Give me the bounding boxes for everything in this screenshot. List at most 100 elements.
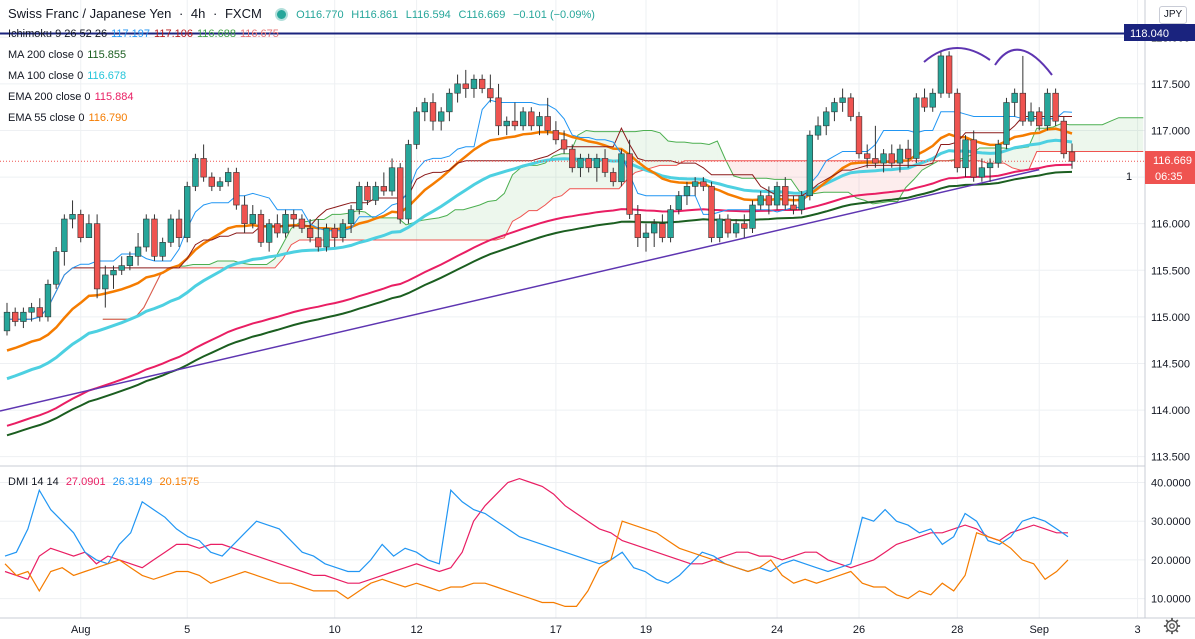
ichimoku-cloud-segment bbox=[684, 142, 693, 161]
ichimoku-cloud-segment bbox=[1118, 117, 1127, 152]
indicator-label: EMA 55 close 0 bbox=[8, 112, 85, 124]
annotation-arc-1[interactable] bbox=[923, 47, 991, 63]
candle-body bbox=[569, 148, 576, 169]
candle-body bbox=[3, 311, 11, 332]
candle-body bbox=[1068, 151, 1076, 162]
candle-body bbox=[28, 307, 35, 313]
ichimoku-cloud-segment bbox=[1085, 124, 1095, 152]
ichimoku-cloud-segment bbox=[872, 160, 882, 204]
candle-body bbox=[995, 144, 1002, 164]
indicator-label: MA 200 close 0 bbox=[8, 49, 84, 61]
ichimoku-cloud-segment bbox=[1069, 124, 1078, 152]
candle-body bbox=[85, 223, 93, 238]
candle-body bbox=[44, 283, 52, 318]
time-tick-label: 10 bbox=[329, 624, 341, 636]
ichimoku-cloud-segment bbox=[881, 160, 890, 203]
candle-body bbox=[847, 97, 854, 117]
indicator-legend-row: EMA 200 close 0 115.884 bbox=[8, 91, 138, 103]
candle-body bbox=[134, 246, 142, 257]
annotation-arc-2[interactable] bbox=[994, 48, 1053, 76]
price-tick-label: 117.500 bbox=[1151, 79, 1190, 91]
ichimoku-cloud-segment bbox=[692, 143, 701, 161]
candle-body bbox=[143, 218, 150, 248]
candle-body bbox=[954, 92, 961, 169]
hline-price-text: 118.040 bbox=[1130, 28, 1169, 40]
candle-body bbox=[429, 102, 437, 122]
candle-body bbox=[1011, 92, 1018, 103]
ichimoku-cloud-segment bbox=[512, 167, 521, 222]
settings-gear-icon[interactable] bbox=[1163, 617, 1181, 635]
candle-body bbox=[61, 218, 68, 252]
candle-body bbox=[503, 120, 510, 127]
candle-body bbox=[913, 97, 920, 159]
ichimoku-cloud-segment bbox=[217, 260, 226, 268]
ichimoku-cloud-segment bbox=[438, 215, 447, 240]
candle-body bbox=[929, 92, 936, 108]
ichimoku-cloud-segment bbox=[520, 165, 529, 217]
ichimoku-cloud-segment bbox=[1004, 147, 1013, 168]
candle-body bbox=[315, 237, 322, 248]
ichimoku-cloud-segment bbox=[791, 160, 800, 192]
last-price-label: 116.669 06:35 bbox=[1145, 151, 1195, 184]
price-tick-label: 115.500 bbox=[1151, 265, 1190, 277]
candle-body bbox=[806, 134, 814, 197]
time-tick-label: 26 bbox=[853, 624, 865, 636]
time-tick-label: 28 bbox=[951, 624, 963, 636]
candle-body bbox=[757, 195, 764, 206]
currency-button[interactable]: JPY bbox=[1159, 6, 1187, 24]
candle-body bbox=[397, 167, 404, 220]
candle-body bbox=[978, 167, 986, 178]
candle-body bbox=[487, 88, 494, 99]
candle-body bbox=[880, 153, 887, 164]
candle-body bbox=[175, 218, 183, 238]
ichimoku-cloud-segment bbox=[766, 160, 775, 180]
dmi-adx-line bbox=[4, 520, 1069, 607]
indicator-value: 116.688 bbox=[196, 28, 236, 40]
candle-body bbox=[36, 307, 43, 318]
candle-body bbox=[298, 218, 306, 229]
candle-body bbox=[52, 251, 60, 285]
ichimoku-cloud-segment bbox=[1135, 117, 1144, 152]
ohlc-change: −0.101 (−0.09%) bbox=[512, 9, 595, 21]
candle-body bbox=[93, 223, 101, 290]
candle-body bbox=[831, 102, 838, 113]
candle-body bbox=[225, 172, 232, 183]
candle-body bbox=[77, 214, 84, 238]
market-status-dot[interactable] bbox=[275, 8, 289, 22]
indicator-value: 117.197 bbox=[111, 28, 151, 40]
dmi-legend: DMI 14 14 27.0901 26.3149 20.1575 bbox=[8, 476, 203, 488]
price-tick-label: 116.000 bbox=[1151, 219, 1190, 231]
candle-body bbox=[1019, 92, 1027, 122]
indicator-value: 116.678 bbox=[87, 70, 127, 82]
candle-body bbox=[691, 181, 699, 187]
dmi-label: DMI 14 14 bbox=[8, 476, 59, 488]
sep-1: · bbox=[178, 6, 184, 21]
candle-body bbox=[708, 186, 715, 238]
ichimoku-cloud-segment bbox=[848, 160, 857, 199]
indicator-value: 115.855 bbox=[87, 49, 127, 61]
ichimoku-cloud-segment bbox=[1020, 146, 1029, 171]
candle-body bbox=[700, 181, 707, 187]
main-price-pane bbox=[0, 32, 1145, 437]
candle-body bbox=[872, 158, 879, 164]
indicator-value: 115.884 bbox=[94, 91, 134, 103]
candle-body bbox=[216, 181, 224, 187]
indicator-value: 116.675 bbox=[239, 28, 279, 40]
time-tick-label: 19 bbox=[640, 624, 652, 636]
exchange: FXCM bbox=[224, 6, 262, 21]
candle-body bbox=[478, 78, 486, 89]
candle-body bbox=[184, 186, 191, 238]
candle-body bbox=[126, 255, 134, 266]
candle-body bbox=[167, 218, 175, 243]
ichimoku-cloud-segment bbox=[446, 209, 456, 240]
candle-body bbox=[904, 148, 912, 159]
countdown-text: 06:35 bbox=[1155, 171, 1183, 183]
ichimoku-cloud-segment bbox=[528, 165, 538, 211]
ichimoku-cloud-segment bbox=[709, 140, 718, 161]
candle-body bbox=[265, 223, 273, 243]
ichimoku-cloud-segment bbox=[250, 264, 259, 268]
ichimoku-cloud-segment bbox=[201, 264, 210, 268]
ichimoku-cloud-segment bbox=[209, 260, 218, 268]
candle-body bbox=[347, 209, 355, 224]
